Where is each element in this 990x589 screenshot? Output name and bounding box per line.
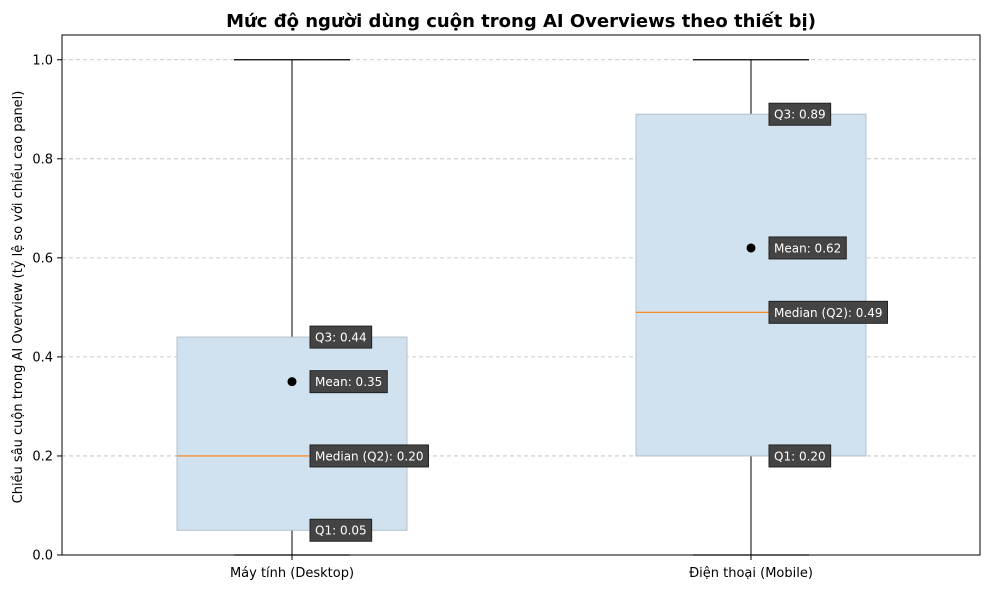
- mean-label: Mean: 0.35: [315, 375, 382, 389]
- annotation-box: [309, 518, 373, 542]
- q1-label: Q1: 0.05: [315, 524, 367, 538]
- iqr-box: [176, 336, 408, 531]
- iqr-box: [635, 113, 867, 457]
- annotation-box: [768, 300, 888, 324]
- plot-frame: [61, 34, 981, 556]
- annotation-box: [309, 370, 388, 394]
- box-group: [635, 59, 867, 556]
- y-axis-label: Chiều sâu cuộn trong AI Overview (tỷ lệ …: [11, 91, 26, 504]
- median-label: Median (Q2): 0.49: [774, 306, 882, 320]
- axes-layer: 0.0 0.2 0.4 0.6 0.8 1.0 Máy tính (Desktop) Điện…: [32, 34, 981, 581]
- annotations-layer: Q3: 0.44 Mean: 0.35 Median (Q2): 0.20 Q1: 0…: [309, 102, 888, 542]
- mean-label: Mean: 0.62: [774, 241, 841, 255]
- q1-annotation: Q1: 0.20: [768, 444, 832, 468]
- q3-annotation: Q3: 0.44: [309, 325, 373, 349]
- y-tick-label: 0.6: [32, 251, 53, 266]
- y-tick-label: 0.4: [32, 350, 53, 365]
- x-tick-label: Máy tính (Desktop): [230, 566, 354, 581]
- boxes-layer: [176, 59, 867, 556]
- median-annotation: Median (Q2): 0.49: [768, 300, 888, 324]
- annotation-box: [309, 325, 373, 349]
- x-tick-label: Điện thoại (Mobile): [689, 566, 813, 581]
- mean-marker: [287, 377, 297, 387]
- annotation-box: [309, 444, 429, 468]
- q3-label: Q3: 0.44: [315, 331, 367, 345]
- y-tick-label: 0.0: [32, 549, 53, 564]
- q1-label: Q1: 0.20: [774, 449, 826, 463]
- y-tick-label: 0.8: [32, 152, 53, 167]
- q3-annotation: Q3: 0.89: [768, 102, 832, 126]
- mean-annotation: Mean: 0.62: [768, 236, 847, 260]
- y-tick-label: 0.2: [32, 449, 53, 464]
- y-tick-label: 1.0: [32, 53, 53, 68]
- chart-title: Mức độ người dùng cuộn trong AI Overview…: [226, 11, 816, 32]
- mean-annotation: Mean: 0.35: [309, 370, 388, 394]
- median-annotation: Median (Q2): 0.20: [309, 444, 429, 468]
- q3-label: Q3: 0.89: [774, 108, 826, 122]
- median-label: Median (Q2): 0.20: [315, 449, 423, 463]
- q1-annotation: Q1: 0.05: [309, 518, 373, 542]
- box-group: [176, 59, 408, 556]
- annotation-box: [768, 102, 832, 126]
- annotation-box: [768, 236, 847, 260]
- annotation-box: [768, 444, 832, 468]
- mean-marker: [746, 243, 756, 253]
